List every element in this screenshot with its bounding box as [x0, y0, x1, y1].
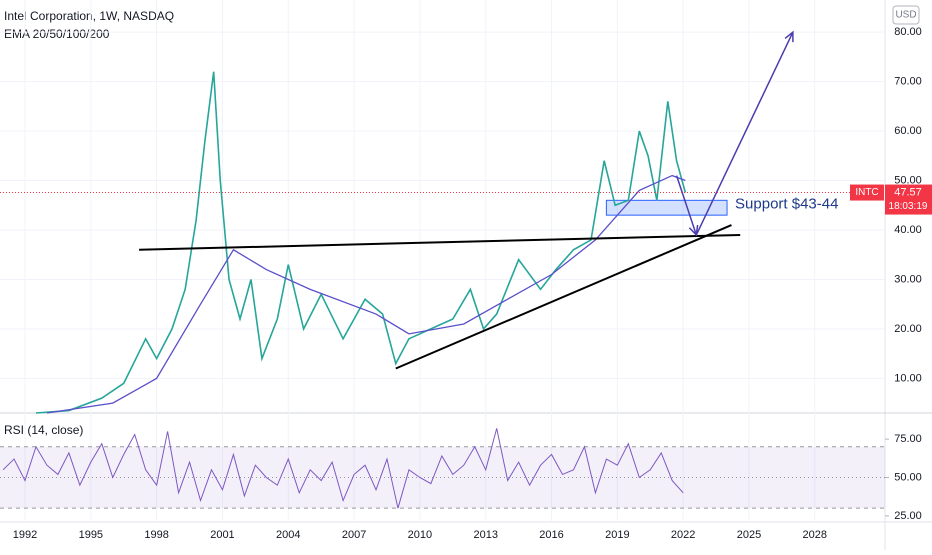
y-tick-label: 60.00 [894, 125, 922, 137]
y-tick-label: 70.00 [894, 76, 922, 88]
y-tick-label: 40.00 [894, 224, 922, 236]
y-tick-label: 30.00 [894, 273, 922, 285]
arrow-head [784, 30, 794, 43]
x-tick-label: 2016 [539, 529, 563, 541]
y-tick-label: 80.00 [894, 26, 922, 38]
x-tick-label: 2022 [671, 529, 695, 541]
x-tick-label: 1995 [79, 529, 103, 541]
x-tick-label: 2025 [737, 529, 761, 541]
rsi-tick-label: 75.00 [894, 433, 922, 445]
x-tick-label: 1992 [13, 529, 37, 541]
symbol-badge [850, 184, 884, 201]
currency: USD [895, 10, 916, 21]
x-tick-label: 1998 [144, 529, 168, 541]
support-zone [605, 199, 728, 216]
rsi-title: RSI (14, close) [4, 423, 83, 437]
x-tick-label: 2004 [276, 529, 300, 541]
last-price-label: 47.57 [894, 186, 922, 198]
currency-badge [892, 5, 920, 25]
x-tick-label: 2019 [605, 529, 629, 541]
x-tick-label: 2028 [803, 529, 827, 541]
y-tick-label: 10.00 [894, 372, 922, 384]
trendline [395, 224, 732, 370]
chart-title: Intel Corporation, 1W, NASDAQ [4, 9, 174, 23]
rsi-tick-label: 25.00 [894, 510, 922, 522]
x-tick-label: 2013 [473, 529, 497, 541]
trendline [695, 31, 794, 236]
indicator-legend: EMA 20/50/100/200 [4, 27, 110, 41]
trendline [675, 175, 698, 236]
support-label: Support $43-44 [735, 195, 838, 212]
rsi-line [2, 428, 684, 509]
rsi-tick-label: 50.00 [894, 471, 922, 483]
trendline [139, 233, 741, 251]
x-tick-label: 2007 [342, 529, 366, 541]
x-tick-label: 2001 [210, 529, 234, 541]
y-tick-label: 50.00 [894, 174, 922, 186]
y-tick-label: 20.00 [894, 323, 922, 335]
ema-line [46, 174, 686, 414]
symbol-label: INTC [855, 187, 878, 198]
price-badge [885, 184, 932, 215]
x-tick-label: 2010 [408, 529, 432, 541]
price-line [35, 71, 687, 414]
countdown-label: 18:03:19 [889, 201, 928, 212]
